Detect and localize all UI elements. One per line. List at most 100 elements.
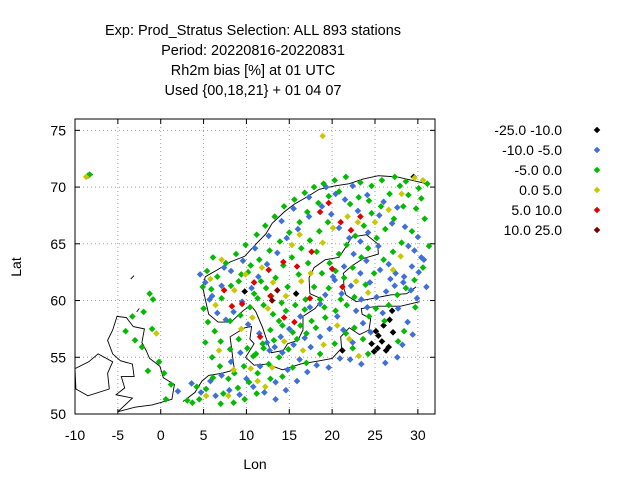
data-point-series-3 <box>218 295 225 302</box>
data-point-series-5 <box>280 258 287 266</box>
data-point-series-3 <box>310 183 318 191</box>
data-point-series-3 <box>402 178 410 185</box>
data-point-series-2 <box>305 213 313 220</box>
data-point-series-2 <box>340 326 347 334</box>
data-point-series-3 <box>238 271 245 278</box>
data-point-series-4 <box>153 330 160 337</box>
data-point-series-3 <box>122 327 129 335</box>
data-point-series-3 <box>304 208 311 216</box>
x-tick-label: 30 <box>410 427 426 443</box>
data-point-series-3 <box>250 352 257 360</box>
data-point-series-2 <box>335 224 343 232</box>
data-point-series-2 <box>305 194 313 201</box>
data-point-series-2 <box>376 266 384 274</box>
data-point-series-4 <box>344 213 351 220</box>
data-point-series-2 <box>391 282 398 290</box>
data-point-series-4 <box>298 278 305 285</box>
data-point-series-4 <box>280 338 288 345</box>
data-point-series-2 <box>202 279 209 286</box>
data-point-series-4 <box>254 377 261 385</box>
legend-label-2: -10.0 -5.0 <box>502 142 562 158</box>
data-point-series-3 <box>296 218 303 226</box>
data-point-series-2 <box>307 343 314 351</box>
data-point-series-2 <box>352 307 360 315</box>
data-point-series-2 <box>394 354 401 361</box>
data-point-series-3 <box>297 322 304 329</box>
data-point-series-3 <box>326 259 333 267</box>
data-point-series-3 <box>262 222 269 229</box>
legend-marker-1 <box>593 126 601 134</box>
data-point-series-3 <box>306 237 314 244</box>
coastline-segment-1 <box>107 315 175 413</box>
data-point-series-2 <box>364 304 371 311</box>
x-tick-label: -5 <box>112 427 125 443</box>
data-point-series-3 <box>389 248 397 256</box>
x-tick-label: 0 <box>157 427 165 443</box>
data-point-series-3 <box>222 259 230 267</box>
data-point-series-2 <box>316 300 324 308</box>
data-point-series-4 <box>385 206 392 214</box>
data-point-series-3 <box>225 375 232 383</box>
data-point-series-2 <box>405 242 412 250</box>
data-point-series-4 <box>398 190 405 198</box>
data-point-series-3 <box>335 250 343 258</box>
data-point-series-3 <box>253 390 260 397</box>
data-point-series-3 <box>394 291 401 299</box>
data-point-series-5 <box>250 279 258 286</box>
data-point-series-3 <box>390 215 398 223</box>
x-tick-label: 20 <box>324 427 340 443</box>
data-point-series-3 <box>380 256 387 263</box>
data-point-series-3 <box>244 268 252 276</box>
data-point-series-2 <box>284 366 291 374</box>
data-point-series-1 <box>389 329 397 336</box>
data-point-series-3 <box>324 218 332 226</box>
data-point-series-2 <box>373 293 380 301</box>
data-point-series-2 <box>418 254 425 261</box>
data-point-series-3 <box>396 182 404 190</box>
x-tick-label: 25 <box>367 427 383 443</box>
data-point-series-2 <box>359 319 367 327</box>
data-point-series-2 <box>227 358 235 366</box>
data-point-series-1 <box>368 340 375 347</box>
data-point-series-5 <box>339 283 346 291</box>
data-point-series-3 <box>253 231 260 238</box>
data-point-series-2 <box>230 308 237 316</box>
data-point-series-2 <box>222 316 230 324</box>
data-point-series-3 <box>322 314 329 321</box>
plot-border <box>74 118 436 415</box>
data-point-series-3 <box>342 173 350 181</box>
data-point-series-3 <box>209 374 217 381</box>
data-point-series-2 <box>265 232 272 240</box>
plot-frame <box>75 119 435 414</box>
data-point-series-3 <box>138 343 146 351</box>
data-point-series-5 <box>267 292 274 300</box>
data-point-series-2 <box>239 257 247 265</box>
data-point-series-3 <box>214 273 221 280</box>
x-tick-label: 10 <box>239 427 255 443</box>
data-point-series-3 <box>359 335 367 343</box>
data-point-series-3 <box>289 364 296 371</box>
data-point-series-3 <box>217 338 224 345</box>
x-tick-label: -10 <box>65 427 85 443</box>
data-point-series-2 <box>340 263 348 270</box>
data-point-series-3 <box>424 180 431 187</box>
data-point-series-2 <box>387 275 394 283</box>
data-point-series-3 <box>260 344 267 352</box>
data-point-series-3 <box>280 203 288 210</box>
coastline-map <box>74 174 427 413</box>
data-point-series-3 <box>364 245 372 252</box>
data-point-series-3 <box>232 250 240 258</box>
data-point-series-3 <box>208 354 216 361</box>
legend-marker-3 <box>593 166 601 174</box>
data-point-series-2 <box>316 333 324 341</box>
data-point-series-2 <box>214 309 221 317</box>
data-point-series-3 <box>405 191 412 199</box>
data-point-series-3 <box>385 301 392 309</box>
data-point-series-2 <box>263 260 271 268</box>
data-point-series-3 <box>349 344 356 352</box>
data-point-series-2 <box>404 318 411 326</box>
data-point-series-3 <box>196 396 203 403</box>
data-point-series-3 <box>235 278 242 285</box>
data-point-series-3 <box>364 350 372 358</box>
